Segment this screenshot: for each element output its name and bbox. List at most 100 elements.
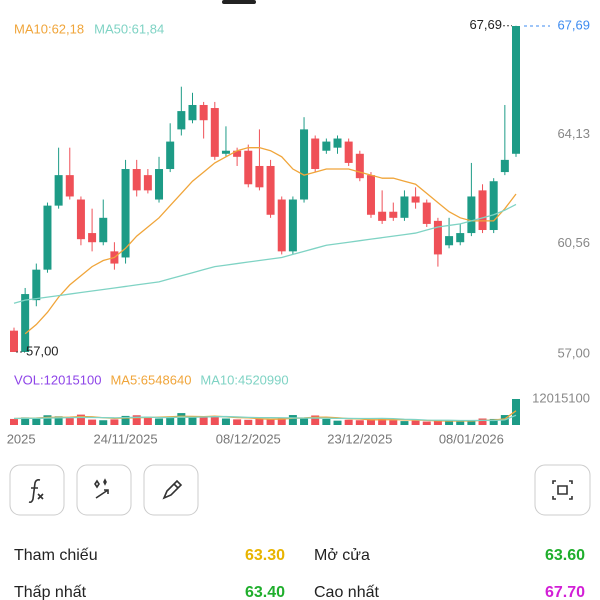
candle-body	[21, 294, 30, 352]
volume-bar	[311, 415, 320, 425]
candle-body	[32, 269, 41, 301]
volume-bar	[155, 418, 164, 425]
draw-button[interactable]	[143, 464, 199, 516]
max-label: 67,69	[469, 17, 502, 32]
volume-bar	[132, 415, 141, 425]
quote-value: 67.70	[545, 584, 585, 600]
candle-body	[445, 236, 454, 246]
volume-ma-line	[13, 410, 517, 422]
candle-body	[10, 330, 18, 352]
notch	[222, 0, 256, 4]
quote-value: 63.40	[245, 584, 285, 600]
volume-bar	[199, 417, 208, 425]
candle-body	[221, 150, 230, 154]
volume-bar	[478, 418, 487, 425]
candle-body	[322, 141, 331, 151]
volume-bar	[54, 416, 63, 425]
volume-bar	[433, 420, 442, 425]
volume-bar	[355, 420, 364, 425]
volume-bar	[489, 418, 498, 425]
quote-label: Thấp nhất	[14, 584, 87, 600]
volume-bar	[322, 418, 331, 425]
candle-body	[199, 104, 208, 121]
x-tick-label: 08/12/2025	[216, 431, 281, 446]
volume-bar	[422, 421, 431, 425]
candle-body	[489, 181, 498, 231]
candle-body	[456, 233, 465, 243]
quote-label: Mở cửa	[314, 547, 370, 564]
candle-body	[344, 141, 353, 163]
volume-bar	[32, 418, 41, 425]
volume-legend: VOL:12015100	[14, 372, 101, 387]
candle-body	[188, 104, 197, 121]
volume-bar	[456, 421, 465, 425]
candle-body	[177, 111, 186, 130]
ma-line	[24, 147, 517, 335]
volume-bar	[467, 420, 476, 425]
ma-legend: MA10:62,18	[14, 21, 84, 36]
volume-ma-line	[13, 414, 517, 422]
candle-body	[155, 169, 164, 200]
candle-body	[43, 205, 52, 270]
candle-body	[389, 211, 398, 218]
volume-bar	[266, 419, 275, 425]
volume-bar	[188, 416, 197, 425]
volume-bar	[277, 417, 286, 425]
candle-body	[54, 175, 63, 206]
frame-icon	[552, 480, 573, 500]
candle-body	[244, 150, 253, 185]
candle-body	[422, 202, 431, 224]
candle-body	[76, 199, 85, 240]
candle-body	[355, 153, 364, 179]
x-tick-label: 24/11/2025	[94, 431, 158, 446]
candle-body	[467, 196, 476, 234]
pen-icon	[162, 479, 183, 500]
candle-body	[210, 108, 219, 157]
volume-bar	[255, 418, 264, 425]
volume-tick-label: 12015100	[532, 390, 590, 405]
volume-bar	[400, 421, 409, 425]
quote-label: Tham chiếu	[14, 547, 98, 564]
volume-legend: MA10:4520990	[200, 372, 288, 387]
quote-value: 63.30	[245, 547, 285, 564]
volume-bar	[300, 418, 309, 425]
volume-bar	[110, 419, 119, 425]
candle-body	[143, 175, 152, 191]
volume-bar	[121, 415, 130, 425]
candle-body	[65, 175, 74, 197]
candle-body	[378, 211, 387, 221]
volume-bar	[76, 414, 85, 425]
screenshot-button[interactable]	[534, 464, 591, 516]
volume-bar	[333, 420, 342, 425]
candle-body	[500, 159, 509, 173]
candle-body	[433, 220, 442, 255]
toolbar	[9, 464, 591, 516]
ma-line	[13, 203, 517, 304]
x-tick-label: 2025	[7, 431, 36, 446]
formula-button[interactable]	[9, 464, 65, 516]
volume-bar	[177, 413, 186, 425]
volume-bar	[210, 416, 219, 425]
volume-bar	[411, 420, 420, 425]
candle-body	[121, 169, 130, 258]
candle-body	[88, 233, 97, 243]
fx-icon	[28, 479, 44, 503]
volume-bar	[366, 419, 375, 425]
min-label: 57,00	[26, 343, 59, 358]
volume-bar	[378, 418, 387, 425]
ai-icon	[94, 478, 109, 499]
candle-body	[366, 175, 375, 215]
volume-bar	[288, 415, 297, 425]
ai-button[interactable]	[76, 464, 132, 516]
candle-body	[478, 190, 487, 231]
volume-bar	[244, 419, 253, 425]
volume-bar	[88, 419, 97, 425]
ma-legend: MA50:61,84	[94, 21, 164, 36]
candle-body	[512, 26, 520, 154]
candle-body	[233, 150, 242, 157]
volume-bar	[99, 420, 108, 425]
candle-body	[400, 196, 409, 218]
volume-bar	[166, 417, 175, 425]
